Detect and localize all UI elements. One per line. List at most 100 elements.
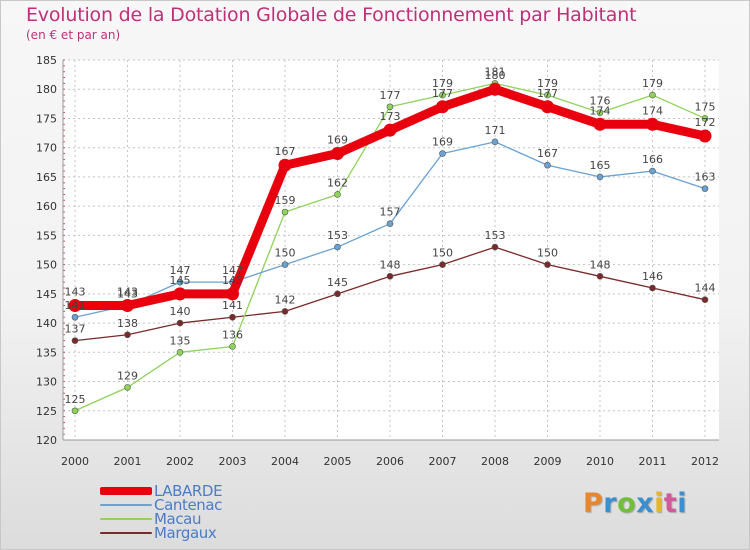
data-label-cantenac: 153 — [327, 229, 348, 242]
data-label-labarde: 174 — [590, 104, 611, 117]
data-point-labarde — [68, 299, 82, 313]
data-point-labarde — [698, 129, 712, 143]
data-label-margaux: 145 — [327, 276, 348, 289]
x-tick-label: 2009 — [534, 455, 562, 468]
data-label-cantenac: 157 — [380, 206, 401, 219]
x-tick-label: 2000 — [61, 455, 89, 468]
data-point-macau — [649, 91, 656, 99]
data-point-cantenac — [596, 173, 604, 181]
logo-letter: i — [654, 488, 664, 519]
data-label-margaux: 137 — [65, 323, 86, 336]
x-tick-label: 2003 — [219, 455, 247, 468]
data-point-labarde — [593, 117, 607, 131]
x-tick-label: 2008 — [481, 455, 509, 468]
data-point-labarde — [646, 117, 659, 131]
y-tick-label: 125 — [36, 405, 57, 418]
legend-label: Cantenac — [154, 496, 223, 514]
data-point-cantenac — [649, 167, 656, 175]
data-point-margaux — [281, 308, 289, 315]
proxiti-logo: Proxiti — [583, 488, 687, 519]
y-tick-label: 150 — [36, 259, 57, 272]
x-tick-label: 2010 — [586, 455, 614, 468]
data-label-margaux: 142 — [275, 293, 296, 306]
data-label-macau: 125 — [65, 393, 86, 406]
data-label-macau: 179 — [432, 77, 453, 90]
data-label-margaux: 144 — [695, 282, 716, 295]
data-point-cantenac — [439, 150, 446, 157]
data-label-labarde: 173 — [380, 110, 401, 123]
data-label-margaux: 141 — [222, 299, 243, 312]
data-label-margaux: 140 — [170, 305, 191, 318]
data-point-labarde — [226, 287, 239, 301]
data-point-macau — [334, 191, 341, 198]
data-label-labarde: 177 — [432, 87, 453, 100]
data-point-cantenac — [334, 243, 341, 251]
data-point-labarde — [278, 158, 292, 172]
data-label-cantenac: 143 — [117, 288, 138, 301]
data-point-macau — [176, 349, 184, 356]
data-label-macau: 181 — [485, 65, 506, 78]
x-tick-label: 2007 — [429, 455, 457, 468]
data-point-cantenac — [71, 313, 79, 321]
chart-subtitle: (en € et par an) — [26, 28, 121, 42]
data-label-labarde: 167 — [275, 145, 296, 158]
y-tick-label: 180 — [36, 83, 57, 96]
data-point-macau — [71, 407, 79, 415]
y-tick-label: 145 — [36, 288, 57, 301]
data-point-macau — [386, 103, 394, 111]
data-label-margaux: 146 — [642, 270, 663, 283]
data-point-margaux — [439, 261, 446, 268]
x-tick-label: 2002 — [166, 455, 194, 468]
data-point-margaux — [124, 331, 131, 339]
x-tick-label: 2006 — [376, 455, 404, 468]
data-point-macau — [439, 91, 446, 99]
y-tick-label: 140 — [36, 317, 57, 330]
x-tick-label: 2001 — [114, 455, 142, 468]
data-point-labarde — [173, 287, 187, 301]
data-point-margaux — [544, 261, 551, 268]
y-tick-label: 175 — [36, 112, 57, 125]
y-tick-label: 135 — [36, 346, 57, 359]
data-label-macau: 162 — [327, 176, 348, 189]
data-label-macau: 136 — [222, 328, 243, 341]
data-label-cantenac: 169 — [432, 136, 453, 149]
y-tick-label: 165 — [36, 171, 57, 184]
data-label-labarde: 145 — [222, 274, 243, 287]
data-label-margaux: 138 — [117, 317, 138, 330]
legend-swatch — [100, 504, 152, 506]
y-tick-label: 185 — [36, 54, 57, 67]
x-tick-label: 2012 — [691, 455, 719, 468]
data-label-cantenac: 171 — [485, 124, 506, 137]
data-point-cantenac — [701, 185, 709, 192]
legend-swatch — [100, 532, 152, 534]
logo-letter: i — [677, 488, 688, 519]
logo-letter: o — [617, 488, 637, 519]
data-point-margaux — [176, 319, 184, 327]
data-point-cantenac — [491, 138, 499, 146]
data-point-cantenac — [544, 161, 551, 169]
data-label-cantenac: 167 — [537, 147, 558, 160]
data-label-margaux: 150 — [432, 247, 453, 260]
data-point-margaux — [701, 296, 709, 303]
y-tick-label: 160 — [36, 200, 57, 213]
logo-letter: x — [636, 488, 655, 519]
data-point-margaux — [71, 337, 79, 344]
y-tick-label: 120 — [36, 434, 57, 447]
data-point-margaux — [334, 290, 341, 298]
legend-label: Macau — [154, 510, 202, 528]
data-label-labarde: 143 — [65, 286, 86, 299]
data-point-macau — [281, 208, 289, 216]
data-point-margaux — [491, 243, 499, 251]
data-point-labarde — [383, 123, 397, 137]
data-point-margaux — [649, 284, 656, 292]
data-point-macau — [124, 384, 131, 391]
data-label-macau: 135 — [170, 334, 191, 347]
logo-letter: t — [663, 488, 678, 519]
data-label-margaux: 148 — [380, 258, 401, 271]
legend-swatch — [100, 487, 152, 495]
y-tick-label: 130 — [36, 376, 57, 389]
data-label-labarde: 180 — [485, 69, 506, 82]
data-label-cantenac: 147 — [170, 264, 191, 277]
data-label-labarde: 145 — [170, 274, 191, 287]
data-point-margaux — [596, 273, 604, 280]
